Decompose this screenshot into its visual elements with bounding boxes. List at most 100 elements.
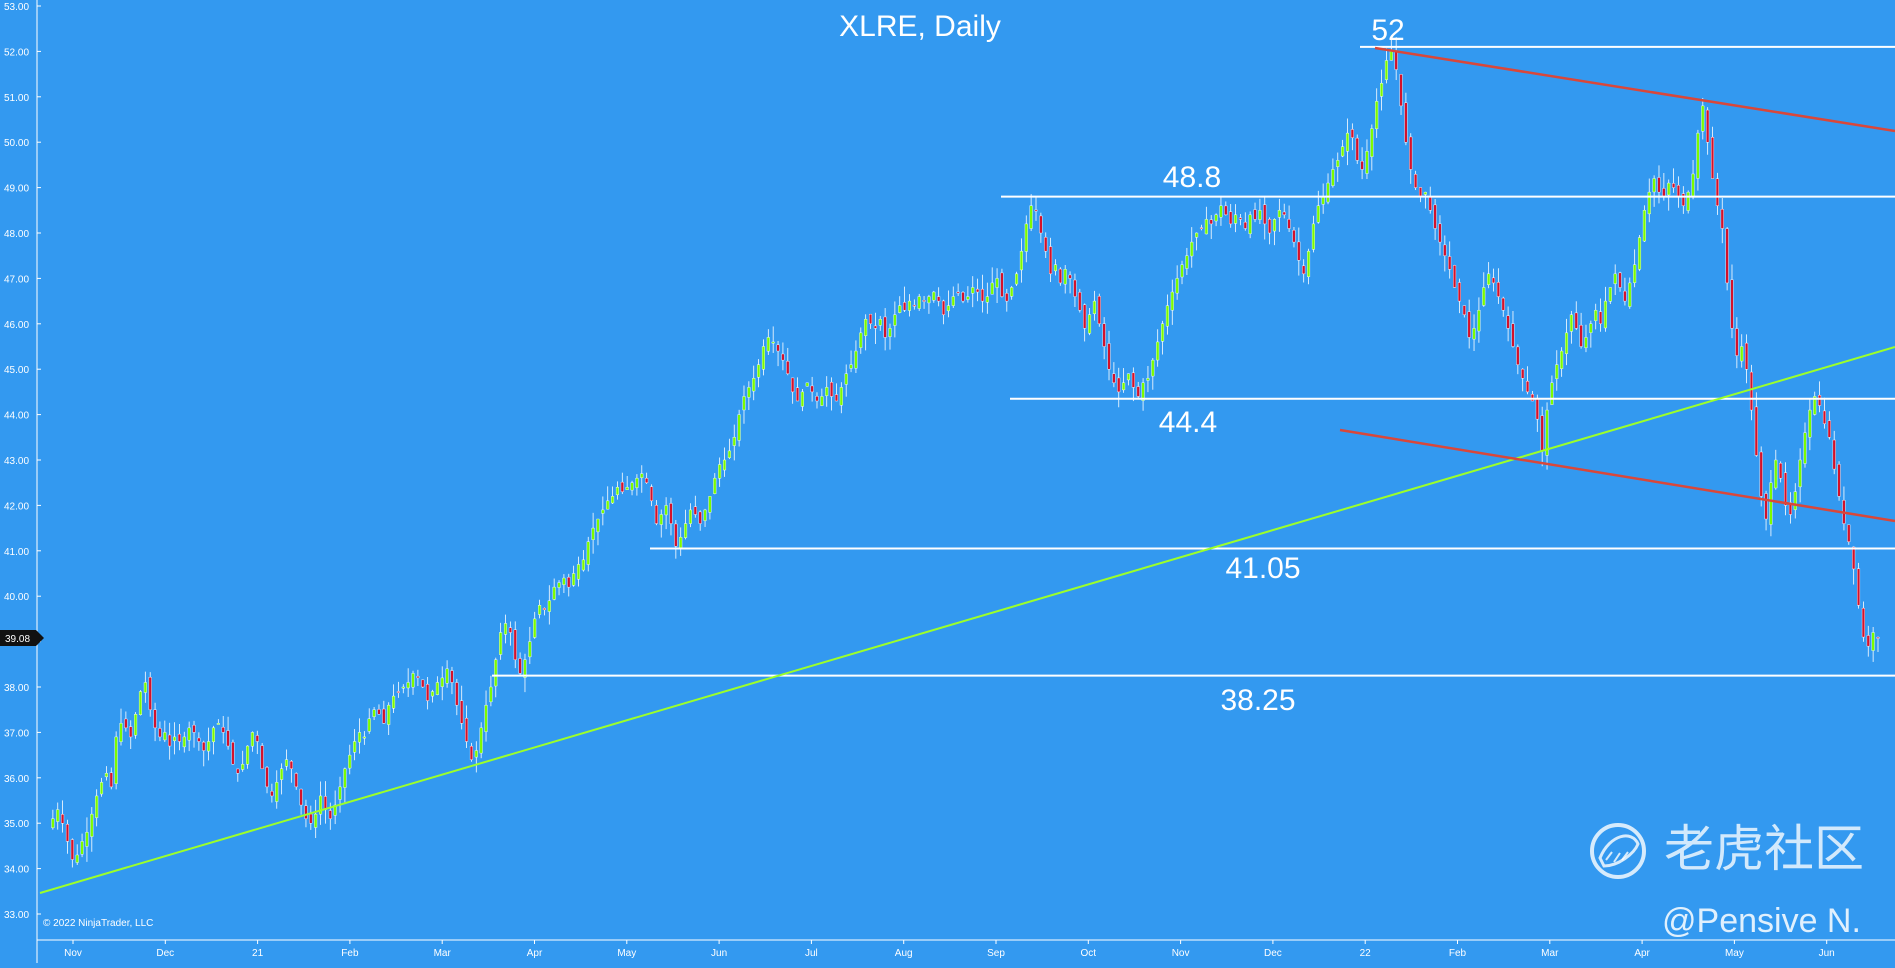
x-tick-label: Nov xyxy=(64,948,82,959)
candle xyxy=(75,844,79,866)
candle xyxy=(284,749,289,771)
x-tick-label: Apr xyxy=(527,948,543,959)
y-tick-label: 53.00 xyxy=(4,2,29,13)
candle xyxy=(1803,422,1807,468)
candle xyxy=(810,376,814,402)
x-tick-label: Mar xyxy=(434,948,452,959)
candle xyxy=(703,508,707,527)
candle xyxy=(104,766,108,781)
candle xyxy=(70,838,74,868)
candle xyxy=(231,739,235,765)
candle xyxy=(956,283,960,296)
candle xyxy=(1443,235,1447,272)
candle xyxy=(1608,287,1612,304)
candle xyxy=(1574,301,1578,331)
candle xyxy=(596,518,600,546)
candle xyxy=(294,772,298,790)
candle xyxy=(1511,311,1515,348)
copyright-text: © 2022 NinjaTrader, LLC xyxy=(43,918,153,929)
y-tick-label: 33.00 xyxy=(4,910,29,921)
watermark-handle: @Pensive N. xyxy=(1662,902,1861,940)
candle xyxy=(333,790,337,825)
candle xyxy=(221,716,225,744)
candle xyxy=(1686,190,1690,214)
candle xyxy=(426,677,430,710)
candle xyxy=(1423,191,1427,209)
candle xyxy=(1321,183,1325,214)
candle xyxy=(1297,227,1301,276)
candle xyxy=(547,585,551,625)
candle xyxy=(148,672,152,717)
candle xyxy=(1798,448,1802,503)
candle xyxy=(1024,215,1028,263)
candle xyxy=(1706,107,1710,155)
candle xyxy=(961,291,965,304)
candle xyxy=(1589,320,1593,348)
level-label: 38.25 xyxy=(1220,684,1295,717)
candle xyxy=(377,704,381,715)
candle xyxy=(348,744,352,775)
channel-lower-line xyxy=(1339,428,1895,523)
candle xyxy=(513,621,517,669)
candle xyxy=(465,705,469,749)
candle xyxy=(396,681,400,698)
candle xyxy=(1117,367,1121,408)
candle xyxy=(1745,334,1749,384)
candle xyxy=(937,287,941,307)
candle xyxy=(1370,124,1374,171)
candle xyxy=(1000,268,1004,298)
candles-layer xyxy=(51,35,1880,868)
candle xyxy=(1482,272,1486,307)
candle xyxy=(576,556,581,587)
y-tick-label: 40.00 xyxy=(4,592,29,603)
candle xyxy=(620,472,624,495)
candle xyxy=(1151,357,1155,390)
candle xyxy=(868,313,873,329)
candle xyxy=(99,777,104,797)
candle xyxy=(1282,203,1286,219)
candle xyxy=(1224,201,1228,216)
candle xyxy=(1852,546,1856,585)
candle xyxy=(1487,262,1491,289)
candle xyxy=(1837,461,1841,501)
candle xyxy=(649,484,654,507)
x-tick-label: Dec xyxy=(1264,948,1282,959)
candle xyxy=(1039,212,1043,243)
candle xyxy=(1769,470,1773,537)
level-label: 44.4 xyxy=(1159,406,1217,439)
candle xyxy=(1623,277,1627,306)
candle xyxy=(1331,158,1335,188)
candle xyxy=(1229,203,1233,228)
candle xyxy=(440,666,444,701)
candle xyxy=(1418,187,1423,203)
x-tick-label: 21 xyxy=(252,948,264,959)
candle xyxy=(1311,215,1315,253)
candle xyxy=(65,819,70,854)
candle xyxy=(1277,198,1281,232)
candle xyxy=(976,278,980,302)
candle xyxy=(182,731,186,753)
candle xyxy=(781,342,785,371)
candle xyxy=(917,293,921,311)
candle xyxy=(757,359,761,388)
candle xyxy=(401,684,405,694)
candle xyxy=(124,711,128,732)
candle xyxy=(357,718,362,754)
candle xyxy=(1307,248,1311,285)
candle xyxy=(158,721,162,742)
candle xyxy=(1521,368,1525,392)
candle xyxy=(1102,317,1106,360)
y-tick-label: 41.00 xyxy=(4,547,29,558)
candle xyxy=(1180,260,1184,285)
x-tick-label: May xyxy=(1725,948,1744,959)
candle xyxy=(1496,268,1500,304)
candle xyxy=(635,474,639,496)
y-axis-ticks: 33.0034.0035.0036.0037.0038.0039.0040.00… xyxy=(4,2,41,921)
candle xyxy=(888,323,892,350)
candle xyxy=(314,799,318,839)
candle xyxy=(990,267,994,295)
candle xyxy=(611,486,615,505)
y-tick-label: 42.00 xyxy=(4,501,29,512)
candle xyxy=(1788,492,1792,524)
candle xyxy=(138,690,143,716)
